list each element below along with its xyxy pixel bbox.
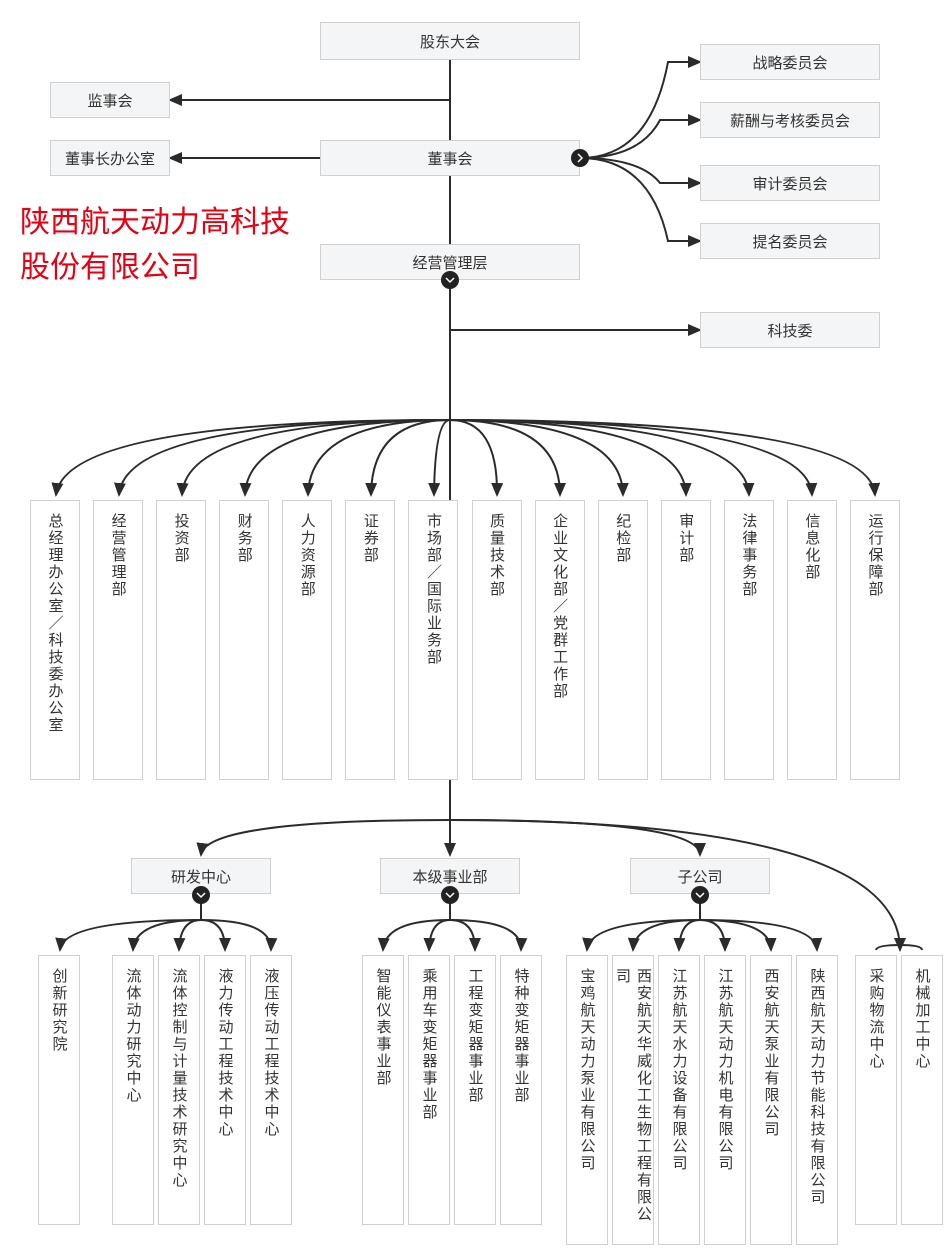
dept-13: 运行保障部 — [850, 500, 900, 780]
dept-3: 财务部 — [219, 500, 269, 780]
sub-child-2: 江苏航天水力设备有限公司 — [658, 955, 700, 1245]
dept-9: 纪检部 — [598, 500, 648, 780]
chevron-down-icon — [192, 886, 210, 904]
rd-child-1: 流体控制与计量技术研究中心 — [158, 955, 200, 1225]
sub-child-0: 宝鸡航天动力泵业有限公司 — [566, 955, 608, 1245]
dept-8: 企业文化部／党群工作部 — [535, 500, 585, 780]
rd-child-3: 液压传动工程技术中心 — [250, 955, 292, 1225]
node-committee-audit: 审计委员会 — [700, 165, 880, 201]
chevron-down-icon — [441, 886, 459, 904]
dept-11: 法律事务部 — [724, 500, 774, 780]
dept-7: 质量技术部 — [472, 500, 522, 780]
bu-child-1: 乘用车变矩器事业部 — [408, 955, 450, 1225]
rd-child-0: 流体动力研究中心 — [112, 955, 154, 1225]
chevron-down-icon — [691, 886, 709, 904]
right-side-1: 机械加工中心 — [901, 955, 943, 1225]
sub-child-4: 西安航天泵业有限公司 — [750, 955, 792, 1245]
sub-child-5: 陕西航天动力节能科技有限公司 — [796, 955, 838, 1245]
dept-6: 市场部／国际业务部 — [408, 500, 458, 780]
rd-child-2: 液力传动工程技术中心 — [204, 955, 246, 1225]
dept-10: 审计部 — [661, 500, 711, 780]
dept-5: 证券部 — [345, 500, 395, 780]
bu-child-0: 智能仪表事业部 — [362, 955, 404, 1225]
node-tech-committee: 科技委 — [700, 312, 880, 348]
node-committee-strategy: 战略委员会 — [700, 44, 880, 80]
node-supervisors: 监事会 — [50, 82, 170, 118]
right-side-0: 采购物流中心 — [855, 955, 897, 1225]
sub-child-3: 江苏航天动力机电有限公司 — [704, 955, 746, 1245]
dept-0: 总经理办公室／科技委办公室 — [30, 500, 80, 780]
sub-child-1: 西安航天华威化工生物工程有限公司 — [612, 955, 654, 1245]
chevron-down-icon — [441, 271, 459, 289]
dept-1: 经营管理部 — [93, 500, 143, 780]
node-committee-nomination: 提名委员会 — [700, 223, 880, 259]
node-board: 董事会 — [320, 140, 580, 176]
node-shareholders: 股东大会 — [320, 22, 580, 60]
dept-2: 投资部 — [156, 500, 206, 780]
chevron-right-icon — [571, 149, 589, 167]
node-committee-compensation: 薪酬与考核委员会 — [700, 102, 880, 138]
org-chart: 陕西航天动力高科技股份有限公司 股东大会 监事会 董事长办公室 董事会 经营管理… — [0, 0, 950, 1257]
dept-4: 人力资源部 — [282, 500, 332, 780]
dept-12: 信息化部 — [787, 500, 837, 780]
bu-child-3: 特种变矩器事业部 — [500, 955, 542, 1225]
rd-side-box: 创新研究院 — [38, 955, 80, 1225]
company-watermark: 陕西航天动力高科技股份有限公司 — [20, 200, 310, 290]
bu-child-2: 工程变矩器事业部 — [454, 955, 496, 1225]
node-chairman-office: 董事长办公室 — [50, 140, 170, 176]
